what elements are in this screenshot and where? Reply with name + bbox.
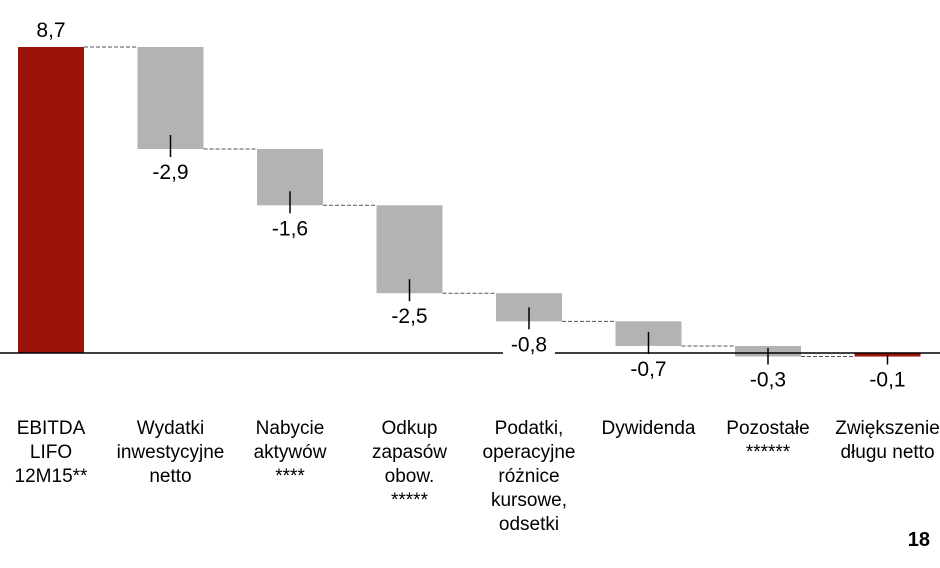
label-background: [503, 338, 555, 360]
category-label: Dywidenda: [601, 418, 696, 439]
category-label: Zwiększenie długu netto: [835, 418, 940, 463]
data-label: -0,3: [750, 369, 786, 392]
category-label: EBITDA LIFO 12M15**: [14, 418, 88, 487]
category-label: Wydatki inwestycyjne netto: [116, 418, 225, 487]
bar-2: [137, 47, 204, 149]
category-label: Odkup zapasów obow. *****: [372, 418, 447, 511]
category-label: Nabycie aktywów ****: [253, 418, 327, 487]
data-label: -0,7: [630, 358, 666, 381]
bar-4: [376, 205, 443, 294]
data-label: -0,1: [869, 369, 905, 392]
data-label: -1,6: [272, 217, 308, 240]
data-label: -0,8: [511, 333, 547, 356]
category-label: Pozostałe ******: [726, 418, 810, 463]
data-label: 8,7: [36, 19, 65, 42]
data-label: -2,5: [391, 305, 427, 328]
page-number: 18: [907, 529, 930, 551]
data-label: -2,9: [152, 161, 188, 184]
bar-1: [18, 47, 84, 353]
bar-8: [854, 353, 921, 357]
category-label: Podatki, operacyjne różnice kursowe, ods…: [482, 418, 576, 535]
